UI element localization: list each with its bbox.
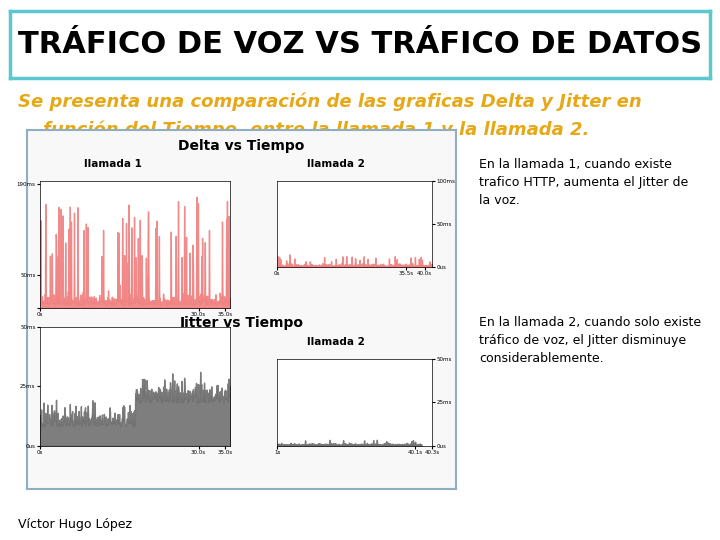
Text: En la llamada 2, cuando solo existe
tráfico de voz, el Jitter disminuye
consider: En la llamada 2, cuando solo existe tráf… bbox=[479, 316, 701, 366]
Text: Se presenta una comparación de las graficas Delta y Jitter en: Se presenta una comparación de las grafi… bbox=[19, 93, 642, 111]
Text: En la llamada 1, cuando existe
trafico HTTP, aumenta el Jitter de
la voz.: En la llamada 1, cuando existe trafico H… bbox=[479, 158, 688, 207]
Text: llamada 1: llamada 1 bbox=[84, 159, 142, 170]
Text: 159: 159 bbox=[678, 517, 707, 531]
Text: llamada 2: llamada 2 bbox=[307, 337, 365, 347]
Text: TRÁFICO DE VOZ VS TRÁFICO DE DATOS: TRÁFICO DE VOZ VS TRÁFICO DE DATOS bbox=[18, 30, 702, 59]
Text: función del Tiempo, entre la llamada 1 y la llamada 2.: función del Tiempo, entre la llamada 1 y… bbox=[19, 120, 590, 139]
Text: Jitter vs Tiempo: Jitter vs Tiempo bbox=[179, 316, 304, 330]
Text: Delta vs Tiempo: Delta vs Tiempo bbox=[179, 139, 305, 153]
Text: llamada 1: llamada 1 bbox=[84, 337, 142, 347]
Text: Víctor Hugo López: Víctor Hugo López bbox=[18, 518, 132, 531]
Text: llamada 2: llamada 2 bbox=[307, 159, 365, 170]
